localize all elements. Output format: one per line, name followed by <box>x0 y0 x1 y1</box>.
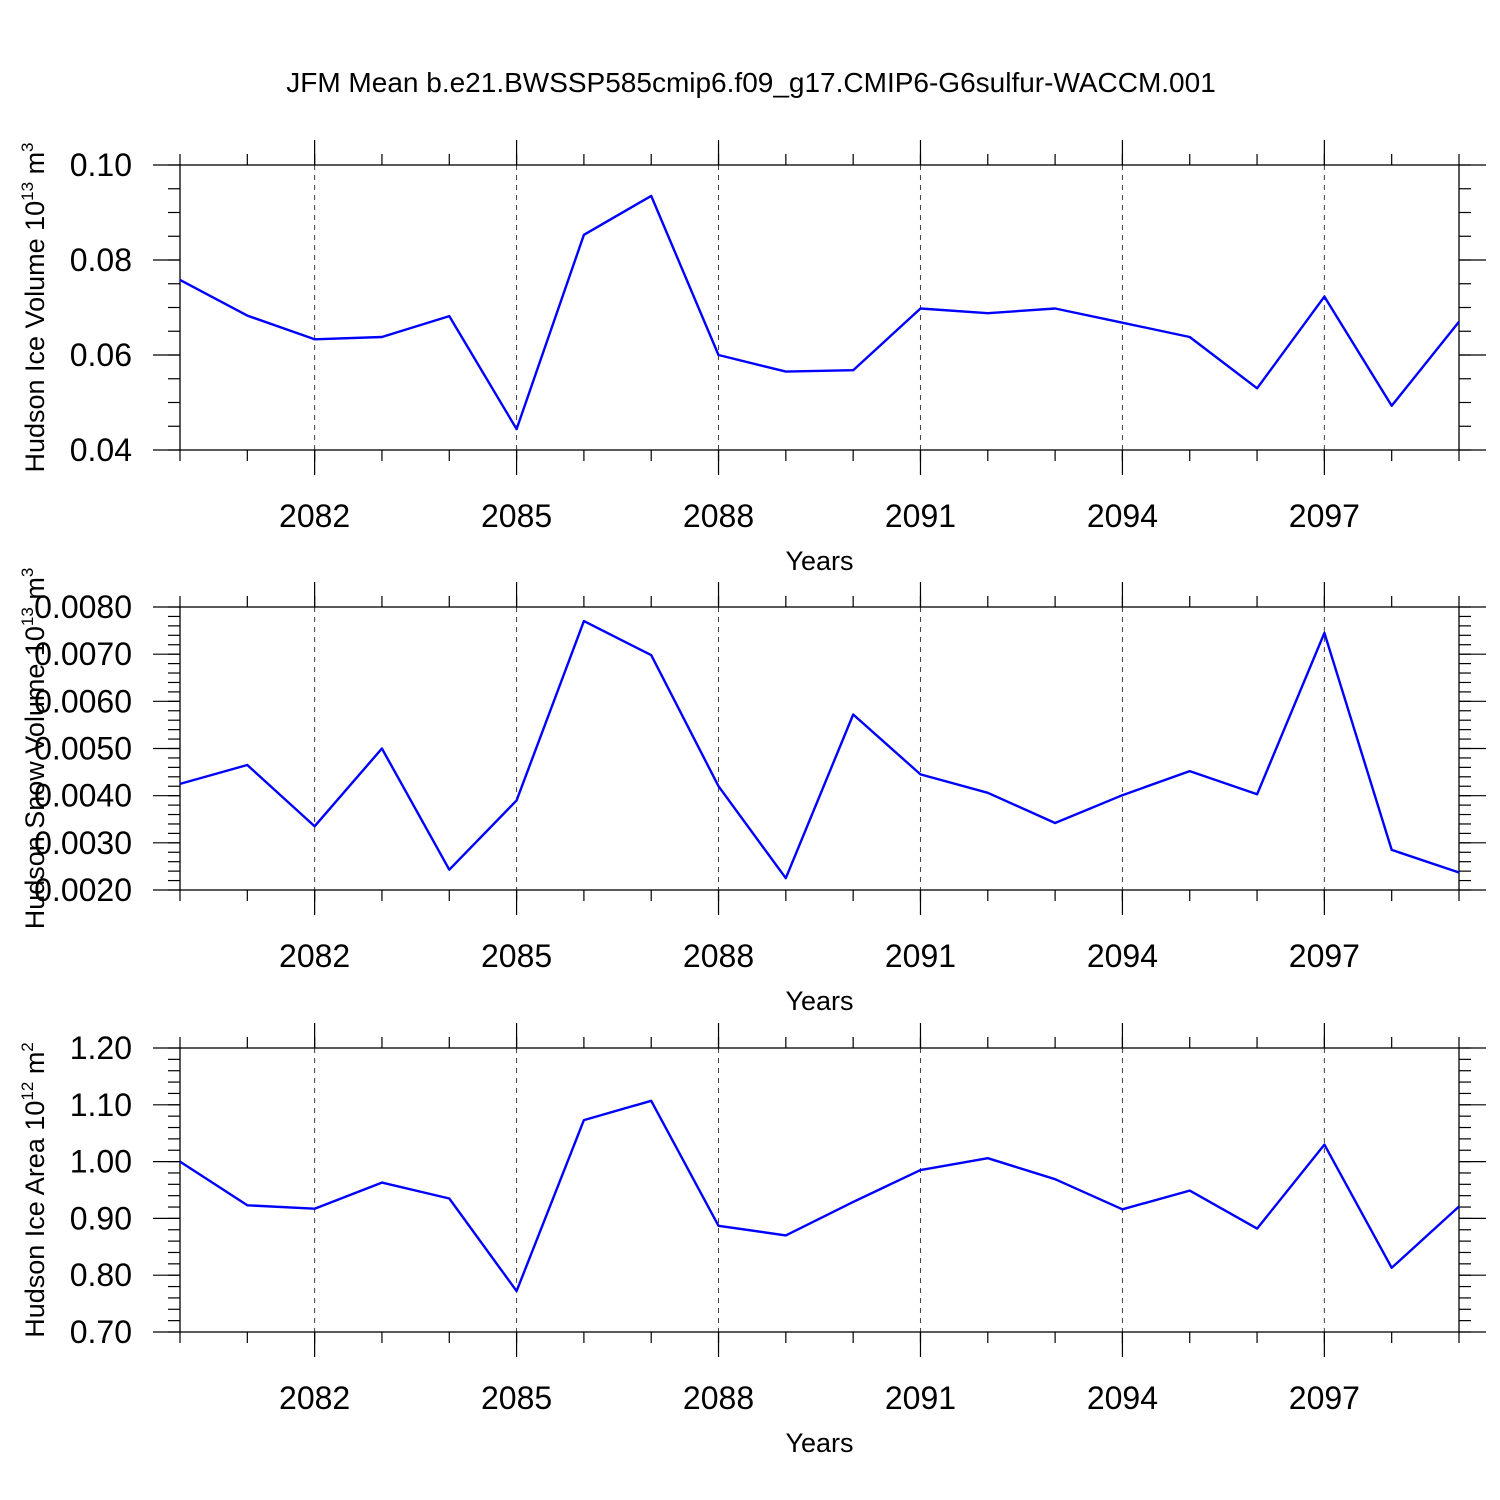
chart2-y-tick-label: 0.80 <box>70 1257 132 1293</box>
chart0-series-line <box>179 194 1460 431</box>
chart0-y-tick-label: 0.06 <box>70 337 132 373</box>
chart1-x-tick-label: 2082 <box>279 938 350 974</box>
chart0-x-tick-label: 2088 <box>683 498 754 534</box>
chart0-y-tick-label: 0.10 <box>70 147 132 183</box>
chart2-x-tick-label: 2097 <box>1289 1380 1360 1416</box>
chart1-x-axis-label: Years <box>785 986 853 1016</box>
chart2-y-tick-label: 0.70 <box>70 1314 132 1350</box>
panel-ice-volume: 2082 2085 2088 2091 2094 2097 0.04 0.06 0.08 0.10… <box>18 140 1486 576</box>
figure-title: JFM Mean b.e21.BWSSP585cmip6.f09_g17.CMI… <box>286 67 1216 98</box>
chart2-y-tick-label: 1.10 <box>70 1087 132 1123</box>
chart1-x-tick-label: 2091 <box>885 938 956 974</box>
chart1-plot-frame <box>179 606 1460 891</box>
chart1-y-tick-label: 0.0040 <box>34 778 132 814</box>
chart1-x-tick-label: 2097 <box>1289 938 1360 974</box>
chart0-y-tick-label: 0.08 <box>70 242 132 278</box>
chart2-y-axis-label: Hudson Ice Area 1012 m2 <box>18 1042 50 1338</box>
chart2-x-tick-label: 2094 <box>1087 1380 1158 1416</box>
chart0-x-tick-label: 2091 <box>885 498 956 534</box>
chart2-x-tick-label: 2091 <box>885 1380 956 1416</box>
chart2-y-tick-label: 1.00 <box>70 1144 132 1180</box>
chart0-x-axis-label: Years <box>785 546 853 576</box>
chart1-y-tick-label: 0.0060 <box>34 683 132 719</box>
chart0-x-tick-label: 2082 <box>279 498 350 534</box>
chart1-x-tick-label: 2088 <box>683 938 754 974</box>
panel-snow-volume: 2082 2085 2088 2091 2094 2097 0.0020 0.0030 0.00… <box>18 568 1486 1016</box>
chart2-x-tick-label: 2082 <box>279 1380 350 1416</box>
chart2-plot-frame <box>179 1047 1460 1333</box>
chart0-x-tick-label: 2097 <box>1289 498 1360 534</box>
chart2-x-axis-label: Years <box>785 1428 853 1458</box>
chart2-series-line <box>179 1099 1460 1293</box>
panel-ice-area: 2082 2085 2088 2091 2094 2097 0.70 0.80 0.90 1.00… <box>18 1023 1486 1458</box>
chart0-y-axis-label: Hudson Ice Volume 1013 m3 <box>18 142 50 472</box>
chart0-x-tick-label: 2085 <box>481 498 552 534</box>
chart1-y-tick-label: 0.0050 <box>34 731 132 767</box>
chart2-x-tick-label: 2088 <box>683 1380 754 1416</box>
chart1-y-axis-label: Hudson Snow Volume 1013 m3 <box>18 568 50 930</box>
chart1-x-tick-label: 2094 <box>1087 938 1158 974</box>
chart1-y-tick-label: 0.0020 <box>34 872 132 908</box>
chart2-x-tick-label: 2085 <box>481 1380 552 1416</box>
chart0-plot-frame <box>179 164 1460 451</box>
chart1-y-tick-label: 0.0080 <box>34 589 132 625</box>
chart2-y-tick-label: 1.20 <box>70 1030 132 1066</box>
chart1-x-tick-label: 2085 <box>481 938 552 974</box>
chart1-y-tick-label: 0.0070 <box>34 636 132 672</box>
chart1-y-tick-label: 0.0030 <box>34 825 132 861</box>
chart0-y-tick-label: 0.04 <box>70 432 132 468</box>
chart1-series-line <box>179 619 1460 880</box>
chart2-y-tick-label: 0.90 <box>70 1200 132 1236</box>
chart0-x-tick-label: 2094 <box>1087 498 1158 534</box>
